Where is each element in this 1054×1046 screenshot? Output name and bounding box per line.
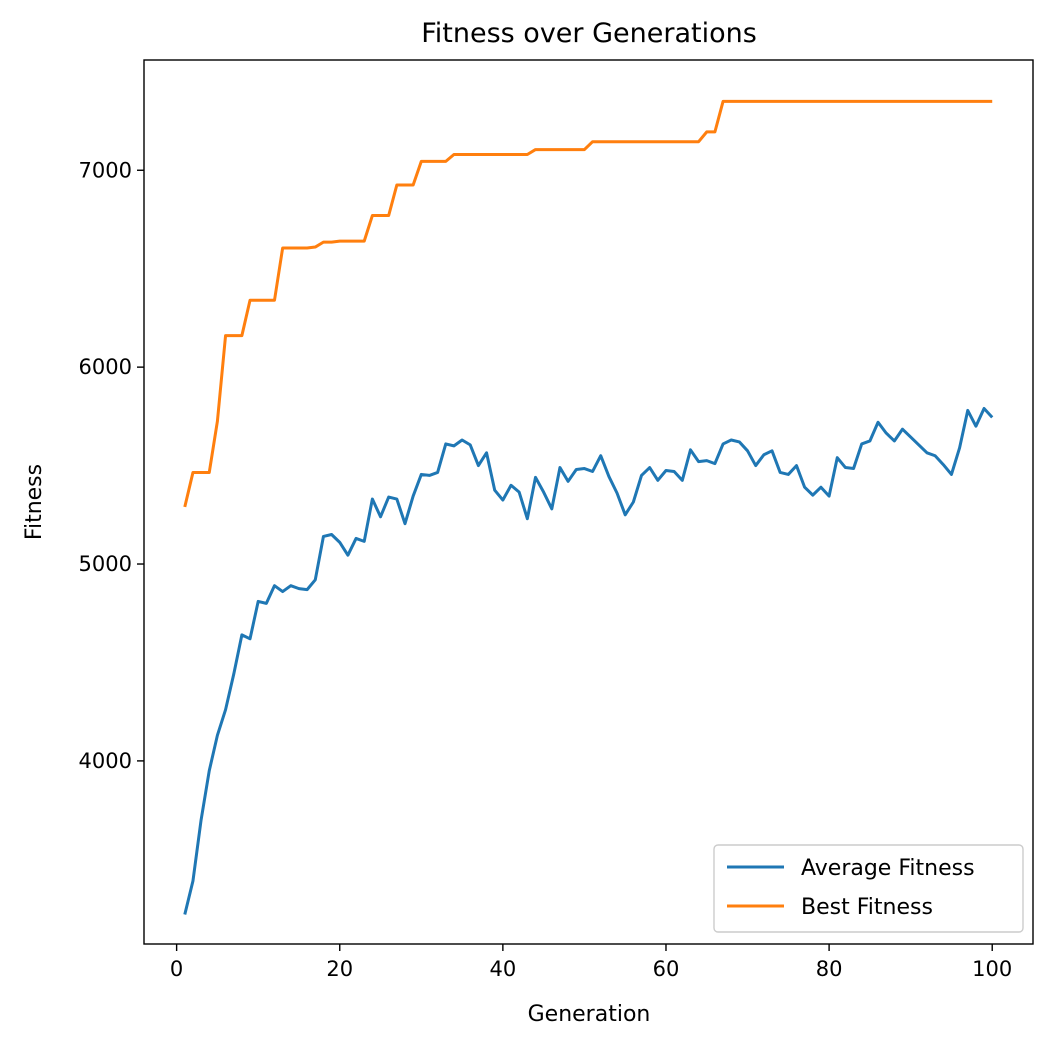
chart-legend: Average Fitness Best Fitness (713, 844, 1024, 933)
plot-area (143, 59, 1034, 945)
y-axis-label: Fitness (22, 464, 47, 540)
x-tick-label: 80 (816, 957, 843, 981)
chart-title: Fitness over Generations (421, 18, 757, 49)
x-tick-label: 100 (972, 957, 1012, 981)
plot-background (144, 60, 1033, 944)
x-tick-label: 20 (326, 957, 353, 981)
y-tick-label: 6000 (79, 355, 132, 379)
series-line-best-fitness (183, 99, 993, 508)
x-axis-label: Generation (528, 1002, 651, 1027)
y-axis-ticks: 4000 5000 6000 7000 (79, 158, 144, 773)
y-tick-label: 5000 (79, 552, 132, 576)
x-axis-ticks: 0 20 40 60 80 100 (170, 944, 1012, 981)
legend-label-average: Average Fitness (801, 856, 975, 881)
legend-label-best: Best Fitness (801, 895, 933, 920)
y-tick-label: 4000 (79, 749, 132, 773)
x-tick-label: 0 (170, 957, 183, 981)
series-line-average-fitness (183, 406, 994, 915)
x-tick-label: 40 (489, 957, 516, 981)
legend-box (713, 844, 1024, 933)
plot-frame (143, 59, 1034, 945)
series-layer (183, 99, 994, 915)
y-tick-label: 7000 (79, 158, 132, 182)
x-tick-label: 60 (653, 957, 680, 981)
